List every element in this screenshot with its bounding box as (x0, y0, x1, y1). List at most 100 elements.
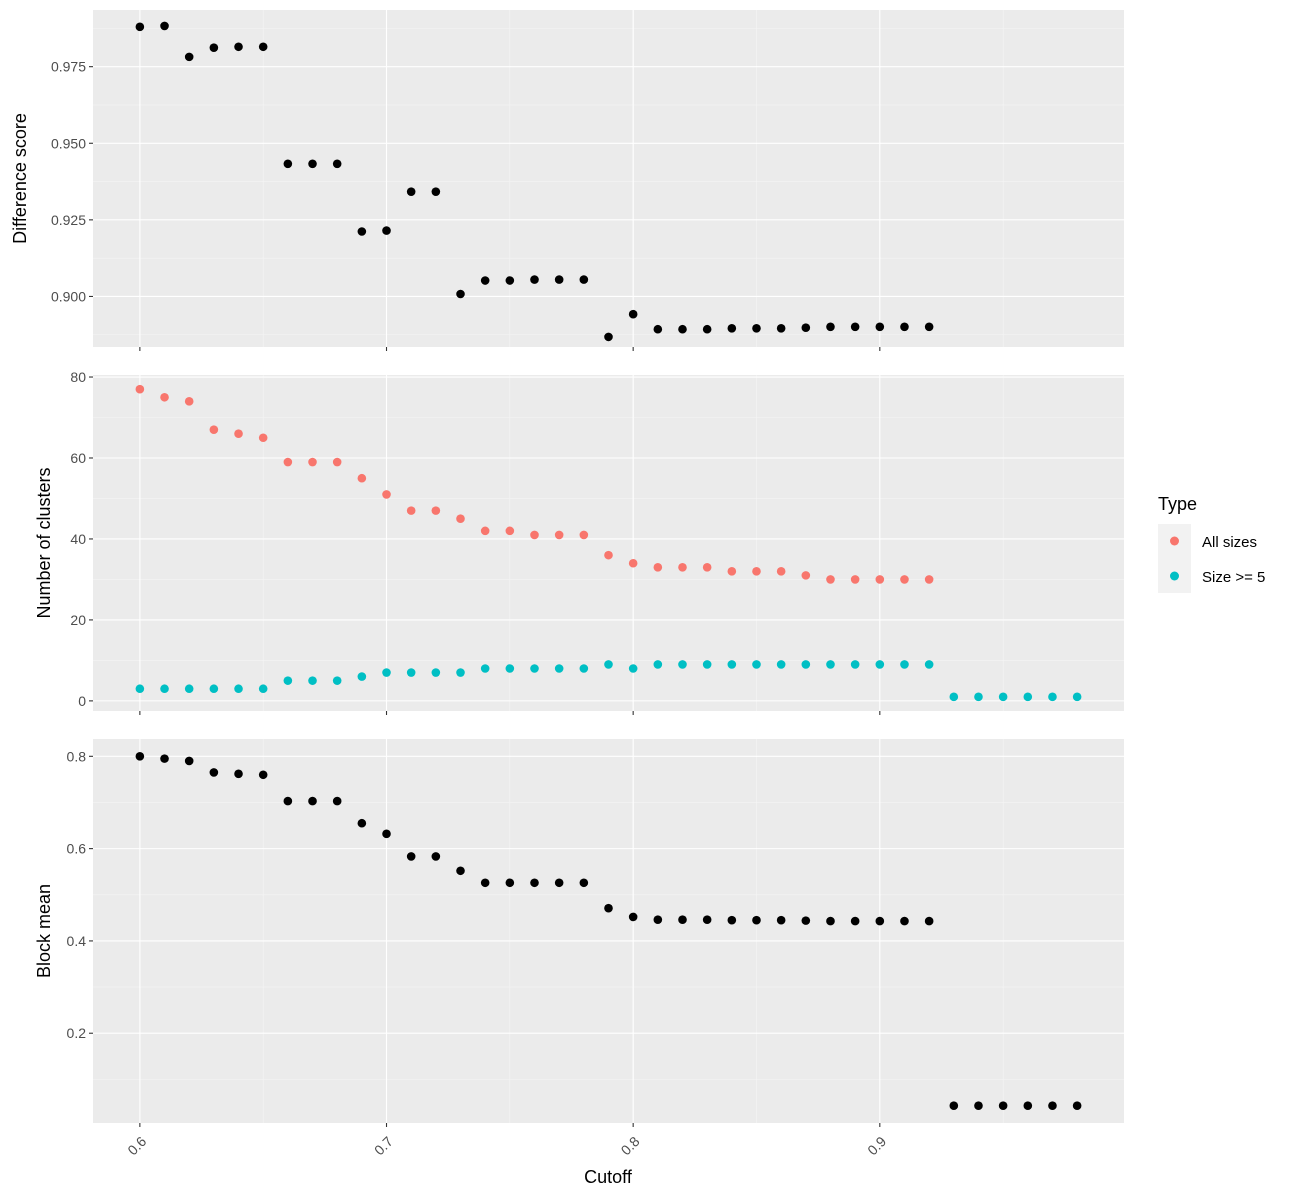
legend-title: Type (1158, 494, 1197, 514)
data-point (184, 756, 194, 766)
data-point (949, 692, 959, 702)
data-point (480, 276, 490, 285)
data-point (900, 660, 909, 669)
data-point (1023, 1101, 1033, 1110)
data-point (826, 575, 835, 584)
series-size-5 (135, 660, 1082, 702)
data-point (604, 660, 613, 669)
data-point (382, 226, 391, 235)
data-point (234, 429, 243, 438)
data-point (258, 433, 268, 443)
data-point (283, 457, 293, 467)
data-point (456, 514, 465, 524)
panel-number-of-clusters: 0 20 40 60 80 Number of clusters (34, 369, 1124, 715)
data-point (258, 770, 268, 780)
data-point (160, 754, 169, 763)
data-point (900, 575, 909, 584)
data-point (530, 664, 539, 673)
data-point (998, 692, 1008, 702)
data-point (949, 1101, 959, 1110)
data-point (702, 562, 712, 572)
data-point (727, 567, 737, 576)
data-point (456, 668, 465, 677)
data-point (727, 324, 737, 333)
data-point (135, 684, 145, 694)
data-point (604, 332, 613, 342)
data-point (628, 309, 638, 319)
data-point (850, 660, 860, 669)
data-point (283, 159, 293, 169)
legend-swatch-all-sizes (1170, 536, 1179, 546)
data-point (308, 676, 317, 685)
data-point (875, 916, 885, 926)
data-point (924, 660, 934, 669)
data-point (234, 769, 243, 779)
y-tick-label: 20 (70, 612, 86, 628)
data-point (406, 668, 416, 677)
y-axis-title: Difference score (10, 113, 30, 244)
data-point (135, 752, 145, 761)
data-point (160, 392, 169, 402)
data-point (850, 916, 860, 926)
data-point (308, 159, 317, 169)
data-point (924, 575, 934, 584)
data-point (850, 322, 860, 332)
data-point (554, 275, 564, 284)
data-point (234, 684, 243, 694)
data-point (678, 562, 687, 572)
data-point (752, 567, 761, 576)
series-block-mean (135, 752, 1082, 1110)
y-tick-label: 0.975 (51, 59, 86, 75)
data-point (480, 664, 490, 673)
data-point (702, 915, 712, 924)
data-point (801, 323, 811, 332)
data-point (900, 916, 909, 926)
data-point (258, 684, 268, 694)
data-point (357, 672, 367, 681)
data-point (406, 506, 416, 515)
data-point (209, 768, 219, 777)
data-point (505, 526, 515, 536)
data-point (209, 684, 219, 694)
data-point (974, 1101, 983, 1110)
data-point (579, 530, 589, 540)
data-point (283, 676, 293, 685)
data-point (826, 916, 835, 926)
data-point (357, 227, 367, 236)
data-point (628, 558, 638, 568)
data-point (357, 818, 367, 828)
data-point (505, 276, 515, 285)
data-point (924, 916, 934, 926)
data-point (579, 275, 589, 284)
data-point (456, 866, 465, 876)
x-tick-label: 0.8 (618, 1133, 643, 1158)
data-point (801, 571, 811, 580)
panel-background (93, 739, 1124, 1123)
data-point (752, 660, 761, 669)
y-tick-label: 0.900 (51, 288, 86, 304)
data-point (283, 796, 293, 806)
data-point (579, 878, 589, 888)
x-tick-label: 0.9 (864, 1133, 889, 1158)
data-point (505, 878, 515, 888)
series-difference-score (135, 21, 934, 342)
data-point (875, 322, 885, 332)
data-point (850, 575, 860, 584)
data-point (678, 915, 687, 924)
x-tick-label: 0.7 (371, 1133, 396, 1158)
data-point (554, 530, 564, 540)
y-tick-label: 80 (70, 369, 86, 385)
data-point (801, 916, 811, 925)
data-point (875, 660, 885, 669)
data-point (1072, 692, 1082, 702)
legend-label-all-sizes: All sizes (1202, 534, 1257, 551)
data-point (431, 668, 441, 677)
data-point (1048, 692, 1057, 702)
panel-background (93, 375, 1124, 711)
data-point (1072, 1101, 1082, 1110)
data-point (653, 562, 663, 572)
data-point (678, 660, 687, 669)
x-tick-label: 0.6 (124, 1133, 149, 1158)
data-point (530, 530, 539, 540)
data-point (135, 22, 145, 32)
